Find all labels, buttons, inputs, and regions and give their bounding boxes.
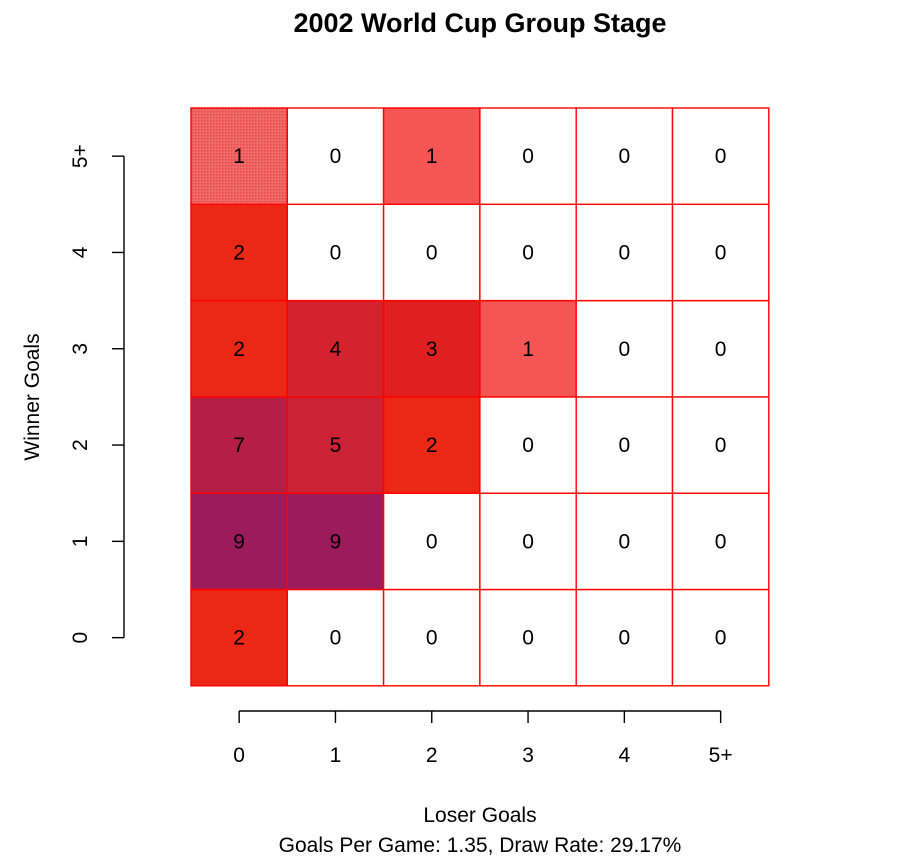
x-axis-title: Loser Goals xyxy=(423,804,536,827)
heatmap-cell xyxy=(672,589,769,686)
cell-value-label: 2 xyxy=(233,241,245,264)
cell-value-label: 0 xyxy=(715,530,727,553)
heatmap-cell xyxy=(383,396,480,494)
heatmap-cell xyxy=(672,300,769,397)
heatmap-cell xyxy=(191,493,288,590)
heatmap-cell xyxy=(576,108,673,205)
heatmap-cell xyxy=(576,493,673,590)
x-tick-label: 2 xyxy=(426,744,438,767)
cell-value-label: 0 xyxy=(522,434,534,457)
cell-value-label: 0 xyxy=(330,627,342,650)
cell-value-label: 0 xyxy=(715,338,727,361)
x-axis: 0 1 2 3 4 5+ xyxy=(233,710,733,767)
heatmap-cell xyxy=(287,204,384,301)
heatmap-cell xyxy=(479,108,577,205)
y-axis: 0 1 2 3 4 5+ xyxy=(69,144,125,644)
heatmap-cell xyxy=(191,300,288,397)
cell-value-label: 2 xyxy=(233,627,245,650)
heatmap-cell xyxy=(576,300,673,397)
cell-value-label: 0 xyxy=(619,241,631,264)
y-tick-label: 0 xyxy=(69,632,92,644)
cell-value-label: 1 xyxy=(233,145,245,168)
heatmap-cell xyxy=(287,493,384,590)
cell-value-label: 0 xyxy=(426,530,438,553)
heatmap-cell xyxy=(479,300,577,397)
cell-value-label: 0 xyxy=(619,530,631,553)
heatmap-cell xyxy=(287,589,384,686)
chart-subtitle: Goals Per Game: 1.35, Draw Rate: 29.17% xyxy=(279,834,682,857)
cell-value-label: 0 xyxy=(522,241,534,264)
heatmap-cell xyxy=(383,300,480,397)
heatmap-cell xyxy=(191,108,288,205)
heatmap-cell xyxy=(191,396,288,494)
cell-value-label: 0 xyxy=(619,627,631,650)
y-tick-label: 3 xyxy=(69,343,92,355)
cell-value-label: 0 xyxy=(715,241,727,264)
cell-value-label: 2 xyxy=(426,434,438,457)
heatmap-cell xyxy=(576,396,673,494)
cell-value-label: 1 xyxy=(426,145,438,168)
cell-value-label: 0 xyxy=(619,145,631,168)
heatmap-cell xyxy=(672,396,769,494)
cell-value-label: 0 xyxy=(426,241,438,264)
cell-value-label: 0 xyxy=(522,145,534,168)
y-axis-title: Winner Goals xyxy=(21,333,44,460)
x-tick-label: 5+ xyxy=(709,744,733,767)
y-tick-label: 5+ xyxy=(69,144,92,168)
x-tick-label: 1 xyxy=(330,744,342,767)
heatmap-cell xyxy=(383,204,480,301)
x-tick-label: 0 xyxy=(233,744,245,767)
cell-value-label: 9 xyxy=(233,530,245,553)
heatmap-cell xyxy=(191,204,288,301)
heatmap-cell xyxy=(576,589,673,686)
cell-value-label: 0 xyxy=(522,627,534,650)
heatmap-cell xyxy=(479,204,577,301)
cell-value-label: 0 xyxy=(715,434,727,457)
heatmap-cell xyxy=(287,108,384,205)
cell-value-label: 0 xyxy=(619,338,631,361)
cell-value-label: 0 xyxy=(426,627,438,650)
heatmap-cell xyxy=(672,204,769,301)
cell-value-label: 0 xyxy=(715,145,727,168)
cell-value-label: 7 xyxy=(233,434,245,457)
y-tick-label: 1 xyxy=(69,536,92,548)
x-tick-label: 3 xyxy=(522,744,534,767)
y-tick-label: 4 xyxy=(69,246,92,258)
cell-value-label: 3 xyxy=(426,338,438,361)
cell-value-label: 0 xyxy=(330,241,342,264)
heatmap-cell xyxy=(479,493,577,590)
cell-value-label: 0 xyxy=(330,145,342,168)
heatmap-cell xyxy=(191,589,288,686)
heatmap-cell xyxy=(672,493,769,590)
cell-value-label: 1 xyxy=(522,338,534,361)
cell-value-label: 4 xyxy=(330,338,342,361)
heatmap-cell xyxy=(479,396,577,494)
x-tick-label: 4 xyxy=(619,744,631,767)
y-tick-label: 2 xyxy=(69,439,92,451)
heatmap-cell xyxy=(383,493,480,590)
cell-value-label: 0 xyxy=(715,627,727,650)
heatmap-cell xyxy=(287,396,384,494)
cell-value-label: 0 xyxy=(522,530,534,553)
cell-value-label: 2 xyxy=(233,338,245,361)
heatmap-cell xyxy=(672,108,769,205)
heatmap-cell xyxy=(383,108,480,205)
chart-title: 2002 World Cup Group Stage xyxy=(293,8,666,38)
heatmap-cell xyxy=(383,589,480,686)
cell-value-label: 0 xyxy=(619,434,631,457)
cell-value-label: 9 xyxy=(330,530,342,553)
heatmap-cell-labels: 2 0 0 0 0 0 9 9 0 0 0 0 7 5 2 0 0 0 2 4 3 1 0 0 2 0 0 0 0 0 1 0 1 0 0 0 xyxy=(233,145,726,650)
heatmap-cell xyxy=(576,204,673,301)
heatmap-cells xyxy=(190,107,770,687)
heatmap-cell xyxy=(287,300,384,397)
heatmap-cell xyxy=(479,589,577,686)
cell-border xyxy=(671,107,770,206)
cell-value-label: 5 xyxy=(330,434,342,457)
